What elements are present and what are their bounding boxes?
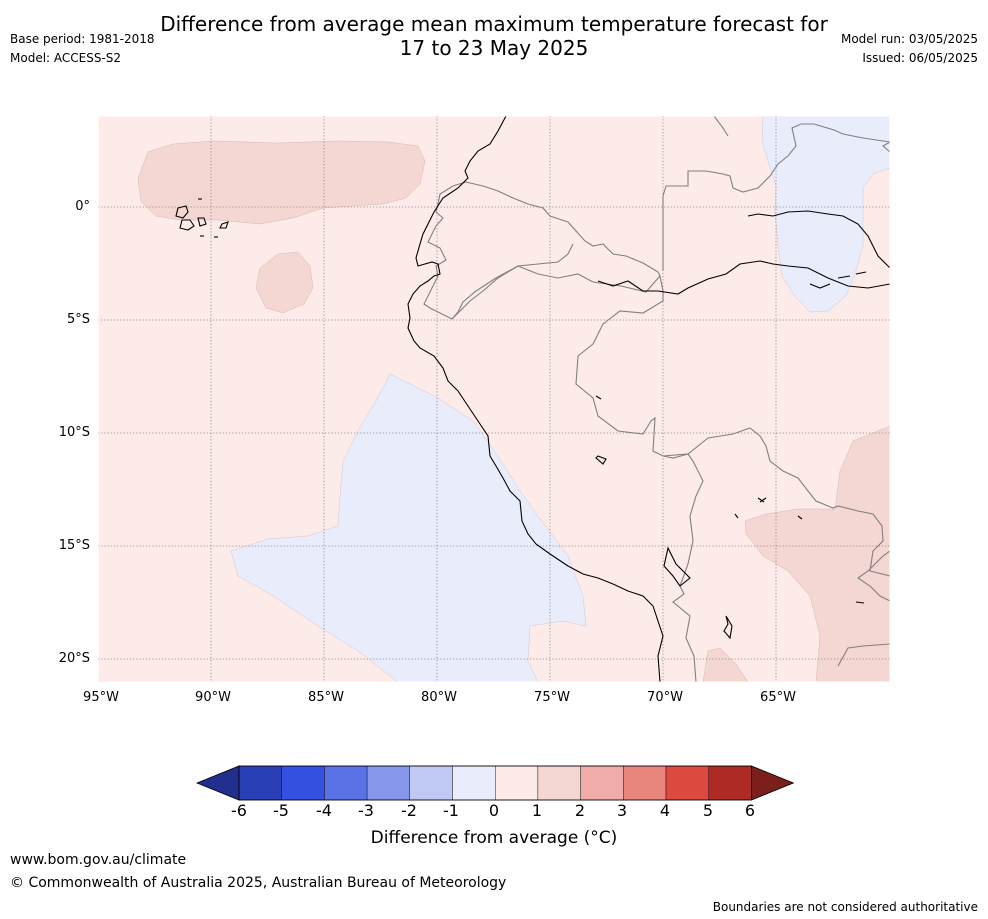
altiplano-warm-region xyxy=(702,647,749,682)
forecast-map xyxy=(98,116,890,682)
issued-text: Issued: 06/05/2025 xyxy=(862,51,978,65)
colorbar-frame xyxy=(238,765,752,801)
colorbar-extend-high xyxy=(751,765,795,801)
boundary-disclaimer: Boundaries are not considered authoritat… xyxy=(712,900,978,914)
colorbar-cell xyxy=(580,765,624,801)
colorbar-tick-0: 0 xyxy=(488,801,500,820)
bolivia-warm-region xyxy=(744,425,890,682)
colorbar-tick-neg1: -1 xyxy=(443,801,459,820)
lat-label-20s: 20°S xyxy=(58,651,90,666)
colorbar-tick-neg4: -4 xyxy=(316,801,332,820)
map-title: Difference from average mean maximum tem… xyxy=(0,12,988,60)
lon-label-90w: 90°W xyxy=(195,690,231,705)
colorbar-extend-low xyxy=(195,765,240,801)
colorbar xyxy=(195,765,795,801)
lon-label-75w: 75°W xyxy=(534,690,570,705)
lon-label-70w: 70°W xyxy=(647,690,683,705)
colorbar-tick-3: 3 xyxy=(616,801,628,820)
colorbar-tick-1: 1 xyxy=(531,801,543,820)
galapagos-south-warm-region xyxy=(255,251,314,314)
model-text: Model: ACCESS-S2 xyxy=(10,51,122,65)
colorbar-tick-neg6: -6 xyxy=(231,801,247,820)
colorbar-tick-2: 2 xyxy=(574,801,586,820)
model-run-text: Model run: 03/05/2025 xyxy=(840,32,978,46)
lon-label-95w: 95°W xyxy=(83,690,119,705)
colorbar-tick-5: 5 xyxy=(702,801,714,820)
lat-label-5s: 5°S xyxy=(66,312,90,327)
colorbar-cells xyxy=(195,765,795,801)
colorbar-cell xyxy=(495,765,539,801)
colorbar-cell xyxy=(366,765,411,801)
colorbar-tick-neg2: -2 xyxy=(401,801,417,820)
galapagos-islands xyxy=(175,198,229,238)
central-pacific-warm-region xyxy=(137,140,426,225)
colorbar-cell xyxy=(537,765,581,801)
title-line-1: Difference from average mean maximum tem… xyxy=(160,12,828,36)
colorbar-tick-neg5: -5 xyxy=(273,801,289,820)
peru-coast-cool-region xyxy=(230,373,587,682)
lon-label-80w: 80°W xyxy=(421,690,457,705)
colorbar-tick-6: 6 xyxy=(744,801,756,820)
colorbar-cell xyxy=(409,765,453,801)
colorbar-cell xyxy=(324,765,368,801)
copyright-text: © Commonwealth of Australia 2025, Austra… xyxy=(10,875,507,891)
colorbar-cell xyxy=(708,765,752,801)
colorbar-cell xyxy=(623,765,667,801)
colorbar-cell xyxy=(281,765,325,801)
colorbar-cell xyxy=(452,765,496,801)
lat-label-15s: 15°S xyxy=(58,538,90,553)
lon-label-85w: 85°W xyxy=(308,690,344,705)
lon-label-65w: 65°W xyxy=(760,690,796,705)
lat-gridlines xyxy=(98,206,890,660)
colorbar-label: Difference from average (°C) xyxy=(370,828,618,848)
colorbar-cell xyxy=(665,765,709,801)
bom-url: www.bom.gov.au/climate xyxy=(10,852,187,868)
title-line-2: 17 to 23 May 2025 xyxy=(399,36,589,60)
lat-label-10s: 10°S xyxy=(58,425,90,440)
colorbar-tick-neg3: -3 xyxy=(358,801,374,820)
country-borders xyxy=(423,116,890,682)
base-period-text: Base period: 1981-2018 xyxy=(10,32,155,46)
coastline xyxy=(407,116,890,682)
colorbar-cell xyxy=(238,765,282,801)
lat-label-0: 0° xyxy=(75,199,90,214)
colorbar-tick-4: 4 xyxy=(659,801,671,820)
